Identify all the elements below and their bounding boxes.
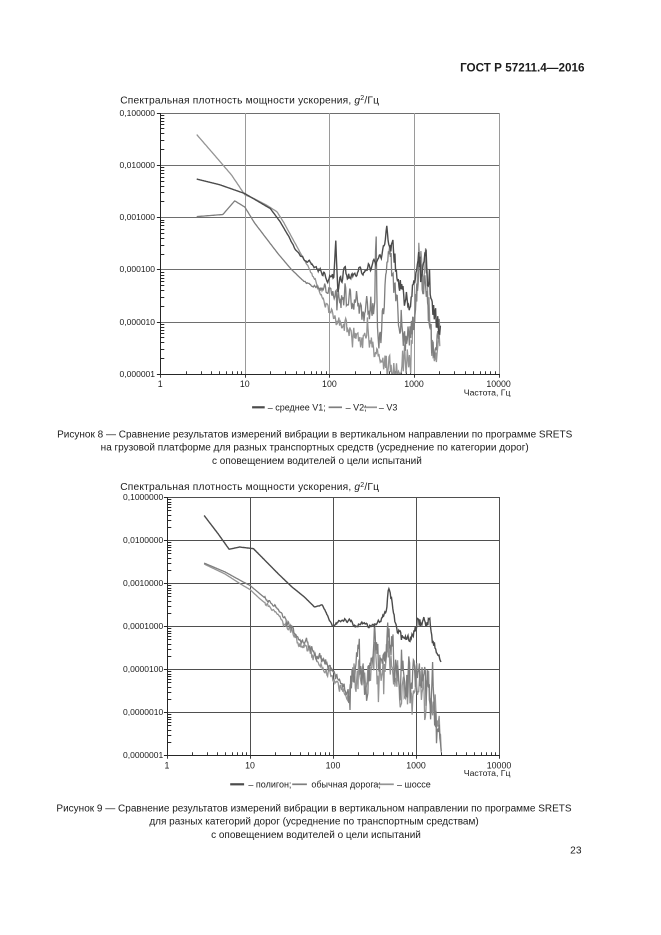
svg-text:0,0001000: 0,0001000 [123,621,163,631]
svg-text:0,000100: 0,000100 [120,264,156,274]
svg-text:100: 100 [322,379,337,389]
svg-text:0,1000000: 0,1000000 [123,492,163,502]
svg-text:0,000010: 0,000010 [120,317,156,327]
svg-text:1000: 1000 [406,760,426,770]
svg-text:0,000001: 0,000001 [120,369,156,379]
svg-text:10000: 10000 [487,760,512,770]
svg-text:0,0010000: 0,0010000 [123,578,163,588]
svg-text:ГОСТ Р 57211.4—2016: ГОСТ Р 57211.4—2016 [460,62,585,75]
svg-text:0,001000: 0,001000 [120,212,156,222]
svg-text:0,0000001: 0,0000001 [123,750,163,760]
svg-text:для разных категорий дорог (ус: для разных категорий дорог (усреднение п… [149,817,478,828]
svg-text:Рисунок 8 — Сравнение результа: Рисунок 8 — Сравнение результатов измере… [57,428,572,440]
svg-text:на грузовой платформе для разн: на грузовой платформе для разных транспо… [101,442,529,454]
svg-text:10000: 10000 [486,379,511,389]
svg-text:1000: 1000 [404,379,424,389]
svg-text:0,0100000: 0,0100000 [123,535,163,545]
svg-text:0,0000010: 0,0000010 [123,707,163,717]
svg-text:100: 100 [326,760,341,770]
svg-text:Спектральная плотность мощност: Спектральная плотность мощности ускорени… [120,95,379,106]
svg-text:Рисунок 9 — Сравнение результа: Рисунок 9 — Сравнение результатов измере… [56,802,571,814]
svg-text:1: 1 [165,760,170,770]
svg-text:10: 10 [240,379,250,389]
svg-text:Частота, Гц: Частота, Гц [464,768,511,778]
svg-text:– полигон;: – полигон; [248,780,291,790]
svg-text:1: 1 [158,379,163,389]
svg-text:0,0000100: 0,0000100 [123,664,163,674]
svg-text:Частота, Гц: Частота, Гц [464,388,511,398]
svg-text:с оповещением водителей о цели: с оповещением водителей о цели испытаний [212,456,422,467]
svg-text:– шоссе: – шоссе [397,780,431,790]
svg-text:– V2;: – V2; [346,403,367,413]
svg-text:0,010000: 0,010000 [120,160,156,170]
svg-text:Спектральная плотность мощност: Спектральная плотность мощности ускорени… [120,482,379,493]
svg-text:с оповещением водителей о цели: с оповещением водителей о цели испытаний [211,830,421,841]
svg-text:– среднее V1;: – среднее V1; [268,403,326,413]
svg-text:0,100000: 0,100000 [120,108,156,118]
svg-text:23: 23 [570,845,582,856]
svg-text:обычная дорога;: обычная дорога; [311,780,381,790]
svg-text:– V3: – V3 [379,403,398,413]
svg-text:10: 10 [245,760,255,770]
